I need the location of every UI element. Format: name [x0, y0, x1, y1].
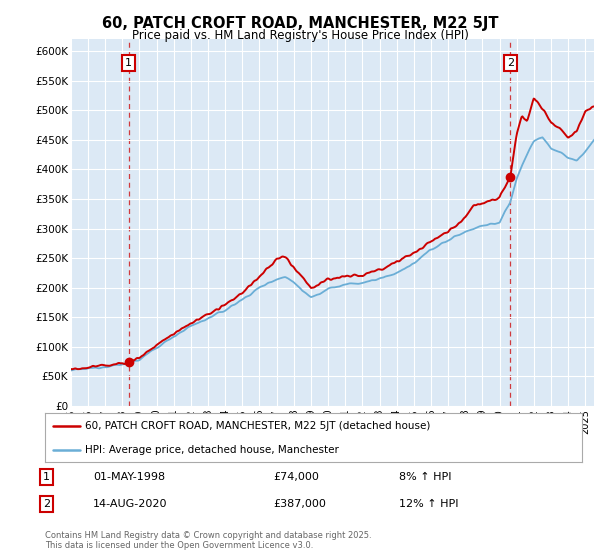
Text: Price paid vs. HM Land Registry's House Price Index (HPI): Price paid vs. HM Land Registry's House …	[131, 29, 469, 42]
Text: 2: 2	[43, 499, 50, 509]
Text: 60, PATCH CROFT ROAD, MANCHESTER, M22 5JT (detached house): 60, PATCH CROFT ROAD, MANCHESTER, M22 5J…	[85, 421, 431, 431]
Text: 1: 1	[125, 58, 132, 68]
Text: 8% ↑ HPI: 8% ↑ HPI	[399, 472, 452, 482]
Text: 14-AUG-2020: 14-AUG-2020	[93, 499, 167, 509]
Text: 2: 2	[507, 58, 514, 68]
Text: £387,000: £387,000	[273, 499, 326, 509]
Text: £74,000: £74,000	[273, 472, 319, 482]
Text: 1: 1	[43, 472, 50, 482]
Text: 01-MAY-1998: 01-MAY-1998	[93, 472, 165, 482]
Text: 12% ↑ HPI: 12% ↑ HPI	[399, 499, 458, 509]
Text: Contains HM Land Registry data © Crown copyright and database right 2025.
This d: Contains HM Land Registry data © Crown c…	[45, 531, 371, 550]
Text: HPI: Average price, detached house, Manchester: HPI: Average price, detached house, Manc…	[85, 445, 339, 455]
Text: 60, PATCH CROFT ROAD, MANCHESTER, M22 5JT: 60, PATCH CROFT ROAD, MANCHESTER, M22 5J…	[102, 16, 498, 31]
